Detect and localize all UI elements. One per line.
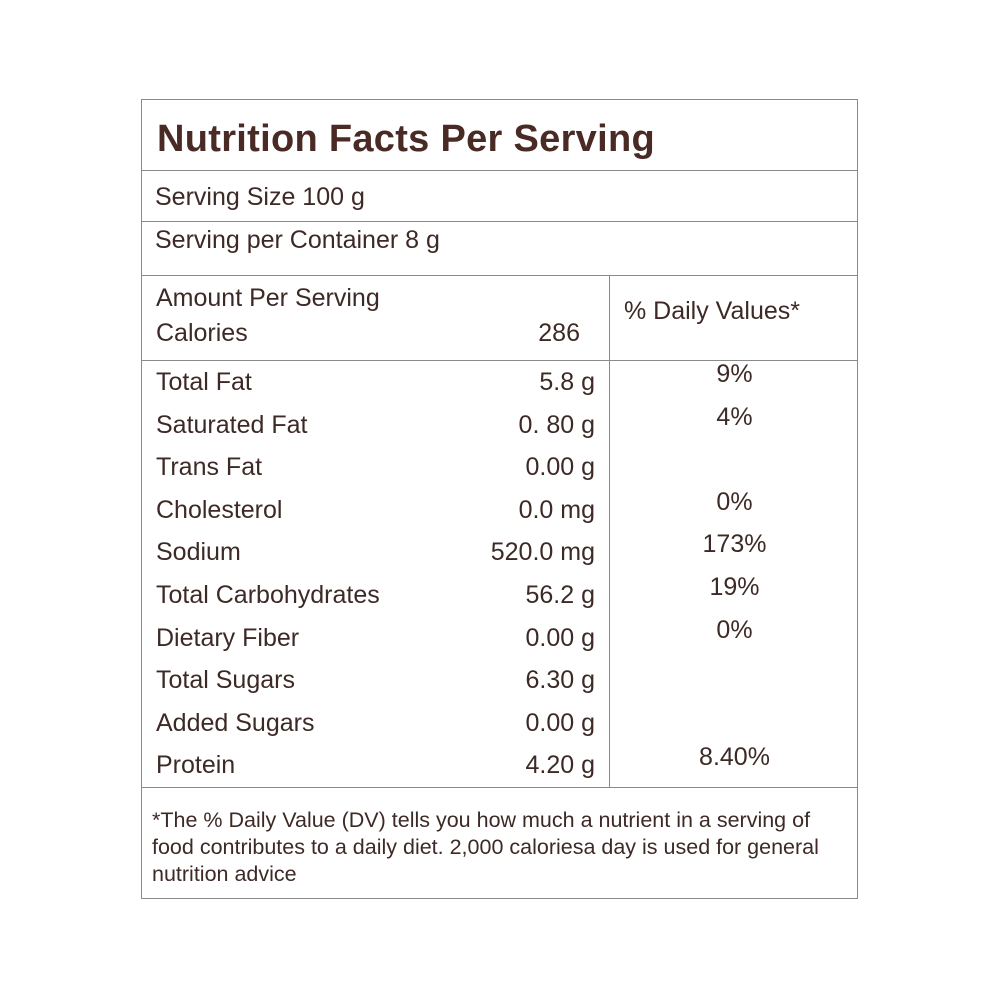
amount-per-serving-label: Amount Per Serving: [156, 284, 380, 312]
nutrition-facts-label: Nutrition Facts Per Serving Serving Size…: [141, 99, 858, 899]
divider: [142, 787, 857, 788]
calories-value: 286: [538, 319, 580, 347]
nutrient-daily-value: 0%: [716, 615, 753, 644]
column-divider: [609, 275, 610, 360]
nutrient-daily-value: 8.40%: [699, 743, 770, 772]
nutrient-name: Trans Fat: [156, 453, 263, 482]
nutrient-name: Added Sugars: [156, 708, 315, 737]
divider: [142, 221, 857, 222]
nutrient-name: Total Sugars: [156, 666, 295, 695]
nutrient-daily-value: 9%: [716, 360, 753, 388]
nutrient-amount: 6.30 g: [525, 666, 595, 695]
serving-size: Serving Size 100 g: [155, 183, 365, 211]
nutrient-daily-value: 19%: [709, 573, 760, 601]
nutrient-amount: 0.00 g: [525, 623, 595, 652]
column-divider: [609, 360, 610, 787]
nutrient-amount: 56.2 g: [525, 581, 595, 609]
nutrient-name: Total Carbohydrates: [156, 581, 380, 609]
footnote: *The % Daily Value (DV) tells you how mu…: [152, 808, 819, 886]
nutrient-daily-value: 4%: [716, 402, 753, 431]
nutrient-name: Cholesterol: [156, 495, 283, 524]
divider: [142, 170, 857, 171]
nutrient-daily-value: 173%: [702, 530, 767, 559]
nutrient-name: Saturated Fat: [156, 410, 308, 439]
nutrient-amount: 4.20 g: [525, 751, 595, 780]
nutrient-amount: 0.00 g: [525, 708, 595, 737]
daily-values-header: % Daily Values*: [624, 297, 801, 325]
serving-per-container: Serving per Container 8 g: [155, 226, 440, 254]
nutrient-name: Dietary Fiber: [156, 623, 300, 652]
nutrient-amount: 5.8 g: [539, 368, 595, 396]
nutrient-name: Total Fat: [156, 368, 252, 396]
divider: [142, 275, 857, 276]
nutrient-amount: 0. 80 g: [518, 410, 595, 439]
label-title: Nutrition Facts Per Serving: [157, 118, 655, 160]
divider: [142, 360, 857, 361]
nutrient-amount: 0.00 g: [525, 453, 595, 482]
nutrient-daily-value: 0%: [716, 487, 753, 516]
nutrient-name: Sodium: [156, 538, 241, 567]
calories-label: Calories: [156, 319, 248, 347]
nutrient-amount: 520.0 mg: [490, 538, 595, 567]
nutrient-amount: 0.0 mg: [518, 495, 595, 524]
nutrient-name: Protein: [156, 751, 236, 780]
